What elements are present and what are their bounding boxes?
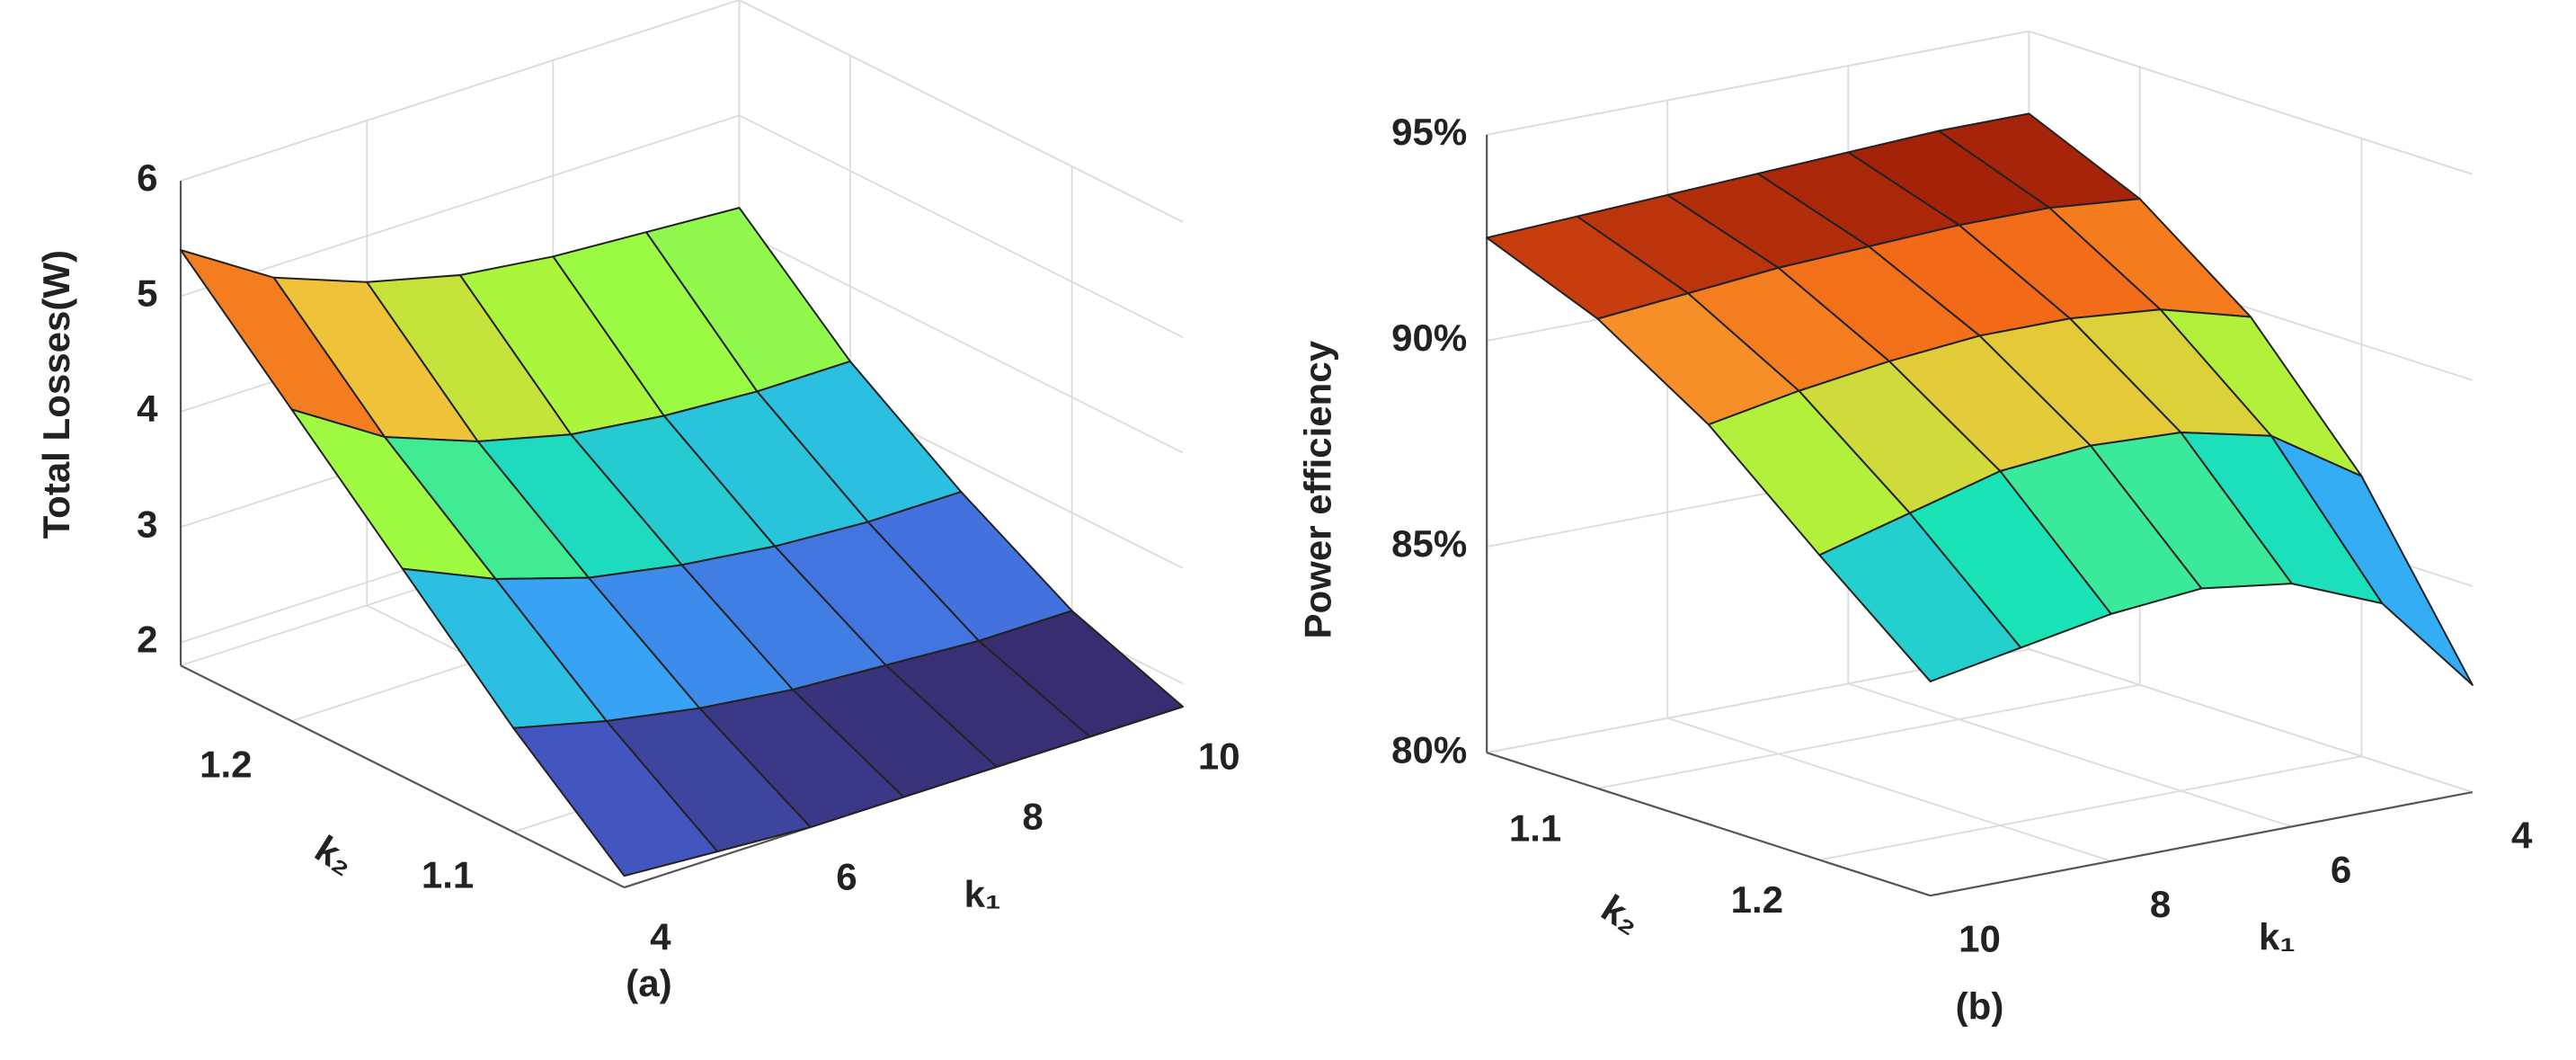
grid-line	[1666, 717, 2112, 862]
z-tick-label: 3	[137, 503, 157, 545]
grid-line	[180, 114, 740, 298]
x-tick-label: 4	[2511, 814, 2533, 856]
x-tick-label: 8	[1022, 796, 1043, 838]
y-axis	[1486, 752, 1932, 897]
z-tick-label: 4	[137, 387, 158, 430]
x-tick-label: 4	[650, 916, 671, 958]
z-tick-label: 90%	[1391, 316, 1467, 359]
x-axis-label: k₁	[2259, 916, 2296, 958]
grid-line	[1597, 683, 2140, 789]
z-tick-label: 80%	[1391, 728, 1467, 771]
x-axis	[1930, 790, 2474, 897]
y-tick-label: 1.2	[200, 743, 252, 785]
grid-line	[1848, 682, 2293, 828]
z-tick-label: 95%	[1391, 111, 1467, 153]
grid-line	[1486, 30, 2030, 136]
z-tick-label: 85%	[1391, 522, 1467, 565]
grid-line	[2029, 648, 2474, 793]
y-tick-label: 1.2	[1731, 878, 1783, 921]
y-tick-label: 1.1	[1509, 807, 1561, 850]
x-axis-label: k₁	[964, 873, 1001, 915]
grid-line	[739, 229, 1184, 454]
x-tick-label: 10	[1959, 917, 2001, 959]
y-tick-label: 1.1	[422, 854, 474, 896]
z-tick-label: 5	[137, 272, 157, 315]
surface-cell	[512, 719, 719, 877]
x-tick-label: 10	[1198, 735, 1240, 778]
surface-cell	[1818, 512, 2022, 682]
x-tick-label: 8	[2150, 883, 2171, 925]
x-tick-label: 6	[836, 856, 857, 898]
z-tick-label: 2	[137, 619, 157, 661]
y-axis-label: k₂	[1594, 886, 1649, 942]
grid-line	[739, 0, 1184, 223]
x-tick-label: 6	[2331, 849, 2351, 891]
z-axis-label: Total Losses(W)	[35, 250, 77, 539]
grid-line	[2029, 30, 2474, 175]
panel-label: (b)	[1956, 984, 2004, 1027]
z-tick-label: 6	[137, 156, 157, 199]
y-axis	[180, 664, 626, 889]
z-axis-label: Power efficiency	[1297, 340, 1339, 638]
grid-line	[739, 114, 1184, 338]
grid-line	[1819, 755, 2362, 861]
y-axis-label: k₂	[308, 827, 363, 883]
panel-label: (a)	[626, 962, 671, 1004]
grid-line	[180, 0, 740, 182]
